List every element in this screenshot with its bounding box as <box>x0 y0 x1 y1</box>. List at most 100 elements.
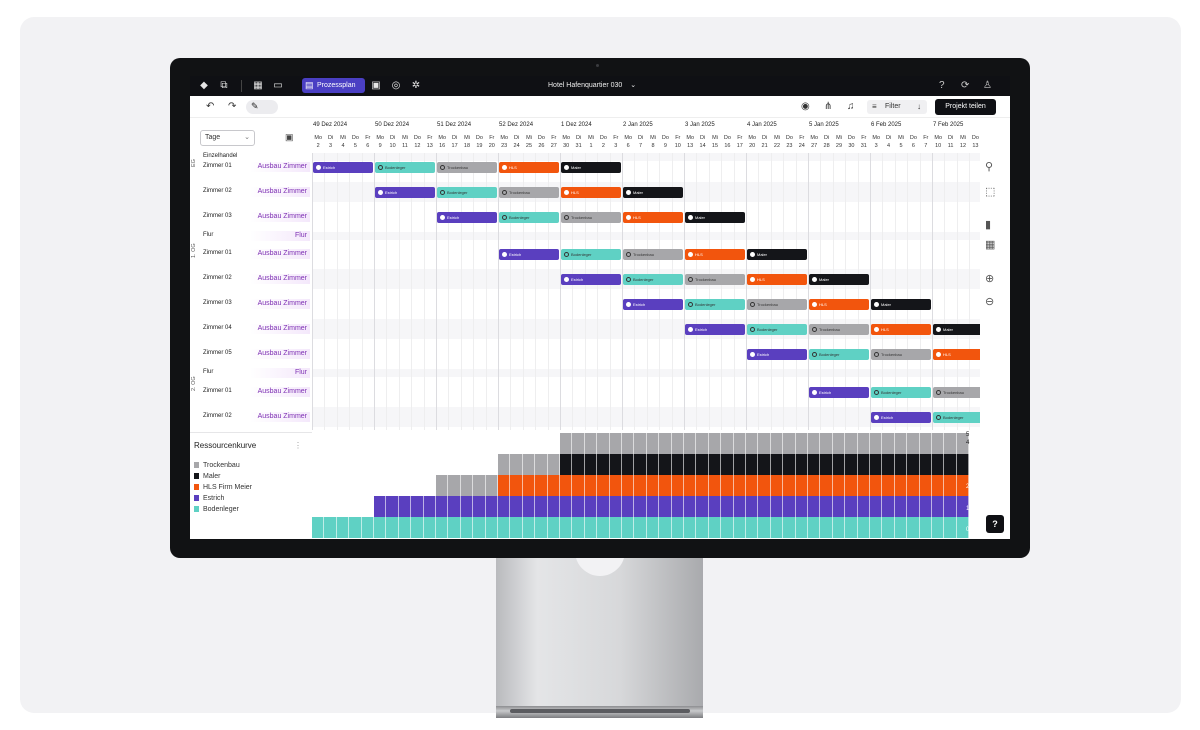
bell-icon[interactable]: ♫ <box>847 101 855 112</box>
share-project-button[interactable]: Projekt teilen <box>935 99 996 115</box>
task-bar-estrich[interactable]: Estrich <box>499 248 559 260</box>
task-bar-estrich[interactable]: Estrich <box>871 411 931 423</box>
task-bar-maler[interactable]: Maler <box>871 298 931 310</box>
settings-gear-icon[interactable]: ✲ <box>411 80 421 91</box>
resource-bar-trocken <box>944 433 957 454</box>
resource-bar-estrich <box>547 496 560 517</box>
task-bar-maler[interactable]: Maler <box>747 248 807 260</box>
day-number: 22 <box>773 143 781 149</box>
task-label: HLS <box>819 301 827 307</box>
task-bar-trocken[interactable]: Trockenbau <box>499 186 559 198</box>
task-bar-boden[interactable]: Bodenleger <box>561 248 621 260</box>
task-bar-estrich[interactable]: Estrich <box>809 386 869 398</box>
user-icon[interactable]: ♙ <box>983 80 992 91</box>
hierarchy-icon[interactable]: ⋔ <box>824 101 833 112</box>
task-bar-maler[interactable]: Maler <box>809 273 869 285</box>
zoom-in-icon[interactable]: ⊕ <box>985 273 995 285</box>
dashboard-icon[interactable]: ▦ <box>253 80 263 91</box>
task-label: Bodenleger <box>509 214 530 220</box>
redo-icon[interactable]: ↷ <box>228 101 237 112</box>
filter-button[interactable]: ≡ Filter ↓ <box>867 100 927 114</box>
resource-bar-estrich <box>721 496 734 517</box>
help-circle-icon[interactable]: ? <box>939 80 945 91</box>
task-label: HLS <box>757 276 765 282</box>
sliders-icon: ≡ <box>872 102 877 111</box>
week-label: 5 Jan 2025 <box>809 122 839 128</box>
edit-toggle[interactable]: ✎ <box>246 100 278 114</box>
task-bar-estrich[interactable]: Estrich <box>313 161 373 173</box>
layers-logo-icon[interactable]: ◆ <box>200 80 208 91</box>
resource-bar-boden <box>882 517 895 538</box>
task-bar-trocken[interactable]: Trockenbau <box>809 323 869 335</box>
zoom-out-icon[interactable]: ⊖ <box>985 296 995 308</box>
task-bar-boden[interactable]: Bodenleger <box>933 411 980 423</box>
help-button[interactable]: ? <box>986 515 1004 533</box>
task-bar-estrich[interactable]: Estrich <box>623 298 683 310</box>
task-bar-estrich[interactable]: Estrich <box>375 186 435 198</box>
task-bar-hls[interactable]: HLS <box>499 161 559 173</box>
task-bar-hls[interactable]: HLS <box>561 186 621 198</box>
task-bar-estrich[interactable]: Estrich <box>747 348 807 360</box>
topbar-divider <box>241 80 242 92</box>
resource-bar-trocken <box>907 433 920 454</box>
calendar-icon[interactable]: ▣ <box>371 80 381 91</box>
task-label: Bodenleger <box>447 189 468 195</box>
resource-bar-boden <box>919 517 932 538</box>
more-options-icon[interactable]: ⋮ <box>294 441 302 450</box>
task-bar-boden[interactable]: Bodenleger <box>375 161 435 173</box>
task-bar-boden[interactable]: Bodenleger <box>871 386 931 398</box>
day-number: 20 <box>749 143 756 149</box>
task-bar-maler[interactable]: Maler <box>623 186 683 198</box>
task-bar-maler[interactable]: Maler <box>685 211 745 223</box>
selection-icon[interactable]: ⬚ <box>985 186 996 198</box>
task-bar-estrich[interactable]: Estrich <box>685 323 745 335</box>
task-bar-trocken[interactable]: Trockenbau <box>933 386 980 398</box>
task-bar-trocken[interactable]: Trockenbau <box>561 211 621 223</box>
tab-prozessplan[interactable]: ▤ Prozessplan <box>302 78 365 93</box>
task-bar-hls[interactable]: HLS <box>809 298 869 310</box>
task-status-icon <box>502 214 507 220</box>
task-bar-hls[interactable]: HLS <box>933 348 980 360</box>
task-bar-hls[interactable]: HLS <box>685 248 745 260</box>
calculator-icon[interactable]: ▮ <box>985 219 992 231</box>
day-name: Mi <box>774 135 780 141</box>
task-bar-hls[interactable]: HLS <box>871 323 931 335</box>
task-bar-estrich[interactable]: Estrich <box>437 211 497 223</box>
time-unit-select[interactable]: Tage ⌄ <box>200 130 255 146</box>
sync-icon[interactable]: ⟳ <box>961 80 970 91</box>
copy-icon[interactable]: ⧉ <box>220 80 228 91</box>
task-bar-maler[interactable]: Maler <box>933 323 980 335</box>
resource-bar-hls <box>609 475 622 496</box>
week-label: 6 Feb 2025 <box>871 122 902 128</box>
task-label: Estrich <box>881 414 894 420</box>
task-bar-boden[interactable]: Bodenleger <box>623 273 683 285</box>
check-circle-icon[interactable]: ◎ <box>391 80 401 91</box>
task-bar-boden[interactable]: Bodenleger <box>747 323 807 335</box>
eye-icon[interactable]: ◉ <box>801 101 810 112</box>
project-selector[interactable]: Hotel Hafenquartier 030 ⌄ <box>548 76 636 96</box>
task-bar-boden[interactable]: Bodenleger <box>499 211 559 223</box>
task-bar-hls[interactable]: HLS <box>623 211 683 223</box>
task-bar-boden[interactable]: Bodenleger <box>685 298 745 310</box>
grid-calendar-icon[interactable]: ▦ <box>985 239 996 251</box>
task-bar-trocken[interactable]: Trockenbau <box>871 348 931 360</box>
grid-line <box>312 153 313 430</box>
search-icon[interactable]: ⚲ <box>985 161 994 173</box>
calendar-jump-icon[interactable]: ▣ <box>285 132 294 142</box>
task-label: Trockenbau <box>695 276 716 282</box>
resource-bar-boden <box>808 517 821 538</box>
task-bar-trocken[interactable]: Trockenbau <box>623 248 683 260</box>
task-bar-trocken[interactable]: Trockenbau <box>685 273 745 285</box>
task-bar-boden[interactable]: Bodenleger <box>809 348 869 360</box>
task-bar-maler[interactable]: Maler <box>561 161 621 173</box>
undo-icon[interactable]: ↶ <box>206 101 215 112</box>
resource-bar-boden <box>411 517 424 538</box>
task-bar-boden[interactable]: Bodenleger <box>437 186 497 198</box>
grid-line <box>820 153 822 430</box>
task-bar-trocken[interactable]: Trockenbau <box>747 298 807 310</box>
task-bar-estrich[interactable]: Estrich <box>561 273 621 285</box>
task-bar-hls[interactable]: HLS <box>747 273 807 285</box>
task-bar-trocken[interactable]: Trockenbau <box>437 161 497 173</box>
resource-bar-hls <box>919 475 932 496</box>
presentation-icon[interactable]: ▭ <box>273 80 283 91</box>
